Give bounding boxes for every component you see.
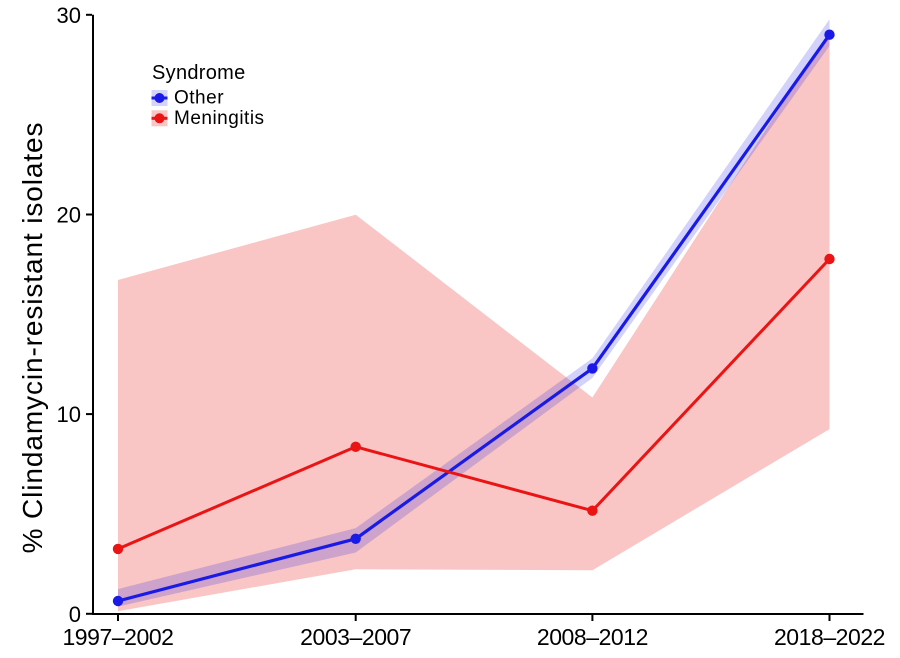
- svg-text:0: 0: [69, 602, 81, 627]
- svg-text:2003–2007: 2003–2007: [300, 624, 411, 650]
- svg-text:30: 30: [57, 3, 81, 28]
- svg-text:Meningitis: Meningitis: [174, 108, 265, 129]
- svg-text:Other: Other: [174, 88, 224, 109]
- svg-text:2018–2022: 2018–2022: [774, 624, 885, 650]
- svg-text:1997–2002: 1997–2002: [62, 624, 173, 650]
- svg-text:20: 20: [57, 203, 81, 228]
- svg-text:Syndrome: Syndrome: [152, 62, 246, 84]
- svg-text:2008–2012: 2008–2012: [537, 624, 648, 650]
- svg-text:% Clindamycin-resistant isolat: % Clindamycin-resistant isolates: [17, 122, 48, 554]
- svg-text:10: 10: [57, 402, 81, 427]
